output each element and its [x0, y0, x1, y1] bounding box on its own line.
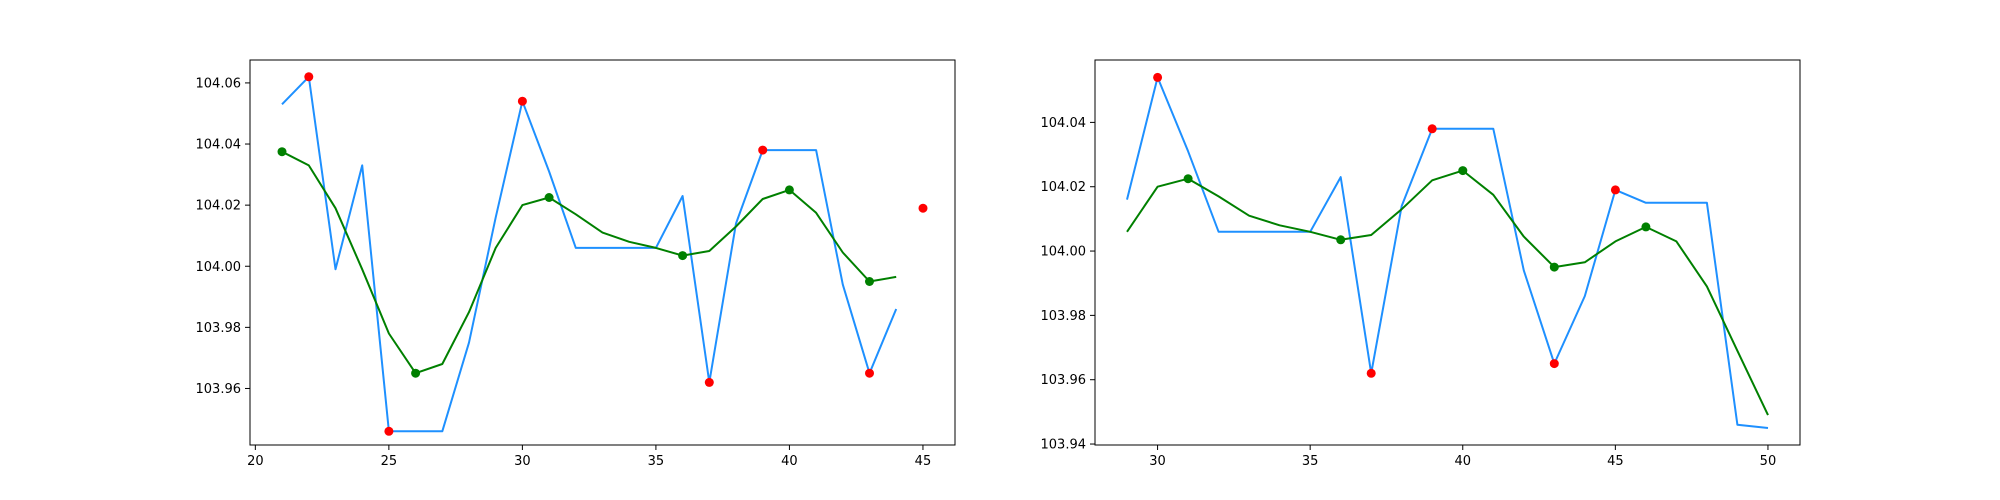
- y-tick-label: 103.94: [1041, 438, 1087, 453]
- plot-frame: [249, 59, 956, 446]
- data-point: [277, 147, 287, 157]
- data-point: [1336, 235, 1346, 245]
- y-tick-label: 103.96: [1041, 373, 1087, 388]
- x-tick-label: 35: [648, 454, 665, 469]
- data-point: [704, 377, 714, 387]
- x-tick-label: 50: [1760, 454, 1777, 469]
- x-tick-label: 45: [915, 454, 932, 469]
- data-point: [865, 277, 874, 286]
- x-tick-label: 35: [1302, 454, 1319, 469]
- data-point: [544, 193, 554, 202]
- series-line-0: [1126, 76, 1769, 429]
- x-tick-label: 30: [1149, 454, 1166, 469]
- data-point: [1183, 174, 1193, 184]
- x-tick-label: 20: [247, 454, 264, 469]
- data-point: [1458, 166, 1468, 176]
- data-point: [1610, 185, 1620, 195]
- data-point: [517, 96, 527, 106]
- data-point: [384, 426, 394, 436]
- plot-frame: [1094, 59, 1801, 446]
- x-tick-label: 40: [781, 454, 798, 469]
- data-point: [865, 368, 874, 378]
- series-line-1: [1126, 169, 1769, 416]
- y-tick-label: 104.00: [196, 260, 242, 275]
- y-tick-label: 104.04: [196, 138, 242, 153]
- data-point: [1153, 72, 1163, 82]
- left-chart: 20 25 30 35 40 45 103.96 103.98 104.00 104.02 104.…: [196, 59, 956, 469]
- y-tick-label: 103.98: [196, 321, 242, 336]
- data-point: [1549, 359, 1559, 369]
- x-tick-label: 30: [514, 454, 531, 469]
- y-tick-label: 104.02: [196, 199, 242, 214]
- data-point: [918, 203, 928, 213]
- x-tick-label: 40: [1454, 454, 1471, 469]
- y-tick-label: 104.00: [1041, 245, 1087, 260]
- data-point: [411, 368, 421, 378]
- y-tick-label: 104.02: [1041, 180, 1087, 195]
- series-line-0: [281, 75, 898, 433]
- data-point: [304, 72, 314, 82]
- y-tick-label: 103.96: [196, 382, 242, 397]
- data-point: [1641, 222, 1651, 232]
- data-point: [1427, 124, 1437, 134]
- data-point: [678, 251, 688, 261]
- data-point: [784, 185, 794, 195]
- x-tick-label: 25: [381, 454, 398, 469]
- y-tick-label: 104.06: [196, 76, 242, 91]
- right-chart: 30 35 40 45 50 103.94 103.96 103.98 104.00 104.02…: [1041, 59, 1801, 469]
- x-tick-label: 45: [1607, 454, 1624, 469]
- y-tick-label: 104.04: [1041, 116, 1087, 131]
- series-line-1: [281, 150, 897, 375]
- data-point: [1549, 262, 1559, 272]
- data-point: [758, 145, 768, 155]
- y-tick-label: 103.98: [1041, 309, 1087, 324]
- data-point: [1366, 368, 1376, 378]
